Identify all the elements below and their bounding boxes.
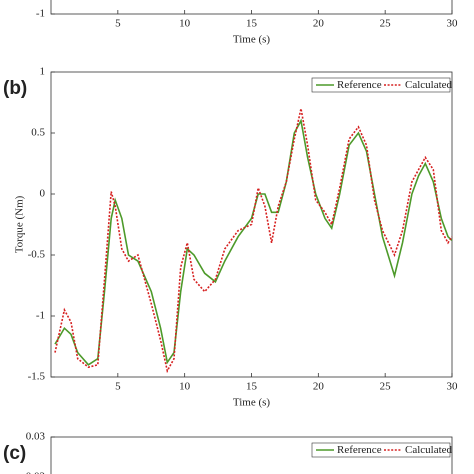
legend-box bbox=[311, 77, 451, 93]
y-tick-label: -1 bbox=[36, 8, 45, 20]
data-line bbox=[54, 108, 453, 374]
x-axis-label: Time (s) bbox=[233, 397, 271, 409]
x-tick-label: 15 bbox=[246, 381, 258, 393]
y-tick-label: -1 bbox=[36, 310, 45, 322]
x-tick-label: 10 bbox=[179, 18, 191, 30]
x-tick-label: 20 bbox=[313, 381, 325, 393]
panel-label: (b) bbox=[3, 78, 27, 99]
y-axis-label: Torque (Nm) bbox=[14, 195, 26, 253]
x-tick-label: 20 bbox=[313, 18, 325, 30]
legend-label: Reference bbox=[337, 444, 382, 456]
x-tick-label: 30 bbox=[447, 381, 459, 393]
x-tick-label: 15 bbox=[246, 18, 258, 30]
x-tick-label: 10 bbox=[179, 381, 191, 393]
data-line bbox=[54, 118, 453, 366]
y-tick-label: -0.5 bbox=[28, 249, 46, 261]
legend-box bbox=[311, 442, 451, 458]
legend-label: Calculated bbox=[405, 79, 453, 91]
x-tick-label: 5 bbox=[115, 18, 121, 30]
x-tick-label: 25 bbox=[380, 18, 392, 30]
x-tick-label: 30 bbox=[447, 18, 459, 30]
x-axis-label: Time (s) bbox=[233, 34, 271, 46]
x-tick-label: 5 bbox=[115, 381, 121, 393]
panel-label: (c) bbox=[3, 443, 26, 464]
y-tick-label: 0.03 bbox=[26, 431, 46, 443]
y-tick-label: -1.5 bbox=[28, 371, 46, 383]
y-tick-label: 0.5 bbox=[31, 127, 45, 139]
y-tick-label: 0.02 bbox=[26, 471, 45, 474]
x-tick-label: 25 bbox=[380, 381, 392, 393]
y-tick-label: 1 bbox=[40, 66, 46, 78]
legend-label: Calculated bbox=[405, 444, 453, 456]
legend-label: Reference bbox=[337, 79, 382, 91]
y-tick-label: 0 bbox=[40, 188, 46, 200]
